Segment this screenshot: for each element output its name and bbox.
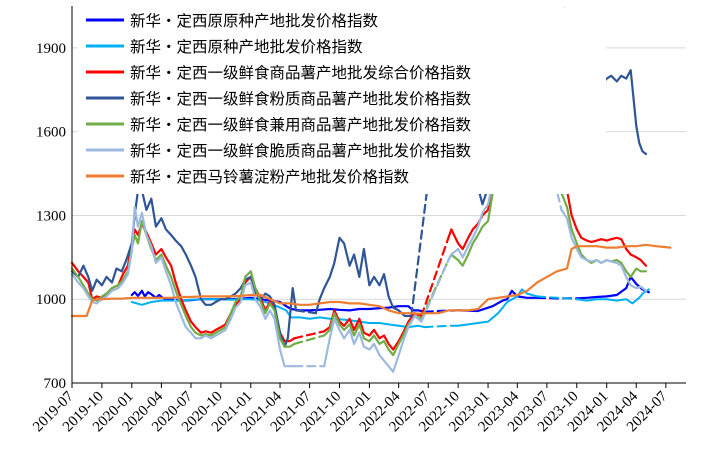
series-line-5 [70, 219, 296, 348]
legend-label-新华-定西一级鲜食兼用商品薯产地批发价格指数: 新华・定西一级鲜食兼用商品薯产地批发价格指数 [130, 116, 472, 134]
series-line-6 [323, 314, 423, 373]
series-line-5-dashed [293, 334, 326, 345]
series-line-2-dashed [536, 295, 578, 301]
legend-box [78, 8, 606, 194]
series-line-1 [457, 289, 539, 313]
legend-label-新华-定西一级鲜食粉质商品薯产地批发价格指数: 新华・定西一级鲜食粉质商品薯产地批发价格指数 [130, 90, 472, 108]
legend-label-新华-定西一级鲜食商品薯产地批发综合价格指数: 新华・定西一级鲜食商品薯产地批发综合价格指数 [130, 64, 472, 82]
series-line-2 [575, 288, 650, 305]
series-line-6 [70, 206, 296, 368]
y-tick-label: 1900 [36, 41, 66, 57]
legend-label-新华-定西一级鲜食脆质商品薯产地批发价格指数: 新华・定西一级鲜食脆质商品薯产地批发价格指数 [130, 142, 472, 160]
legend-label-新华-定西原原种产地批发价格指数: 新华・定西原原种产地批发价格指数 [130, 12, 379, 30]
y-tick-label: 700 [44, 376, 67, 392]
series-line-3-dashed [420, 236, 450, 318]
y-tick-label: 1300 [36, 208, 66, 224]
series-line-3-dashed [293, 330, 326, 340]
legend-label-新华-定西原种产地批发价格指数: 新华・定西原种产地批发价格指数 [130, 38, 363, 56]
series-line-2-dashed [423, 324, 460, 329]
axes [71, 6, 686, 384]
y-tick-label: 1000 [36, 292, 66, 308]
y-axis-ticks: 700 1000 1300 1600 1900 [36, 41, 66, 392]
series-line-7 [70, 243, 672, 318]
y-tick-label: 1600 [36, 125, 66, 141]
series-line-3 [323, 309, 423, 351]
series-line-4 [314, 236, 413, 318]
series-line-6-dashed [420, 259, 450, 323]
legend: 新华・定西原原种产地批发价格指数新华・定西原种产地批发价格指数新华・定西一级鲜食… [78, 8, 606, 194]
series-line-4-dashed [294, 309, 317, 315]
series-line-5 [323, 312, 423, 357]
legend-label-新华-定西马铃薯淀粉产地批发价格指数: 新华・定西马铃薯淀粉产地批发价格指数 [130, 168, 410, 186]
series-line-4 [70, 189, 298, 348]
